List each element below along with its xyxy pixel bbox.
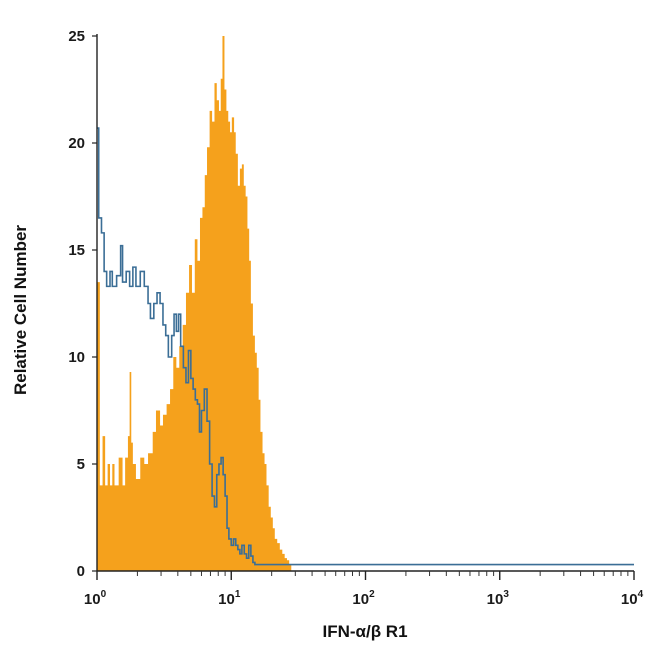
x-tick-label: 101 (218, 589, 241, 608)
y-tick-label: 10 (68, 349, 85, 366)
y-tick-label: 5 (77, 456, 85, 473)
x-tick-label: 103 (487, 589, 510, 608)
y-tick-label: 0 (77, 563, 85, 580)
y-tick-label: 20 (68, 135, 85, 152)
series-layer (97, 36, 634, 571)
y-axis-title: Relative Cell Number (11, 225, 30, 395)
y-tick-label: 15 (68, 242, 85, 259)
plot-area: 0 5 10 15 20 25 100 101 102 103 104 (68, 28, 643, 608)
x-tick-label: 104 (621, 589, 644, 608)
x-tick-label: 102 (352, 589, 375, 608)
x-axis-ticks: 100 101 102 103 104 (84, 571, 644, 608)
histogram-series-filled (97, 36, 292, 571)
x-tick-label: 100 (84, 589, 107, 608)
x-axis-title: IFN-α/β R1 (322, 622, 407, 641)
y-axis-ticks: 0 5 10 15 20 25 (68, 28, 97, 580)
y-tick-label: 25 (68, 28, 85, 45)
histogram-series-outline (97, 127, 634, 566)
